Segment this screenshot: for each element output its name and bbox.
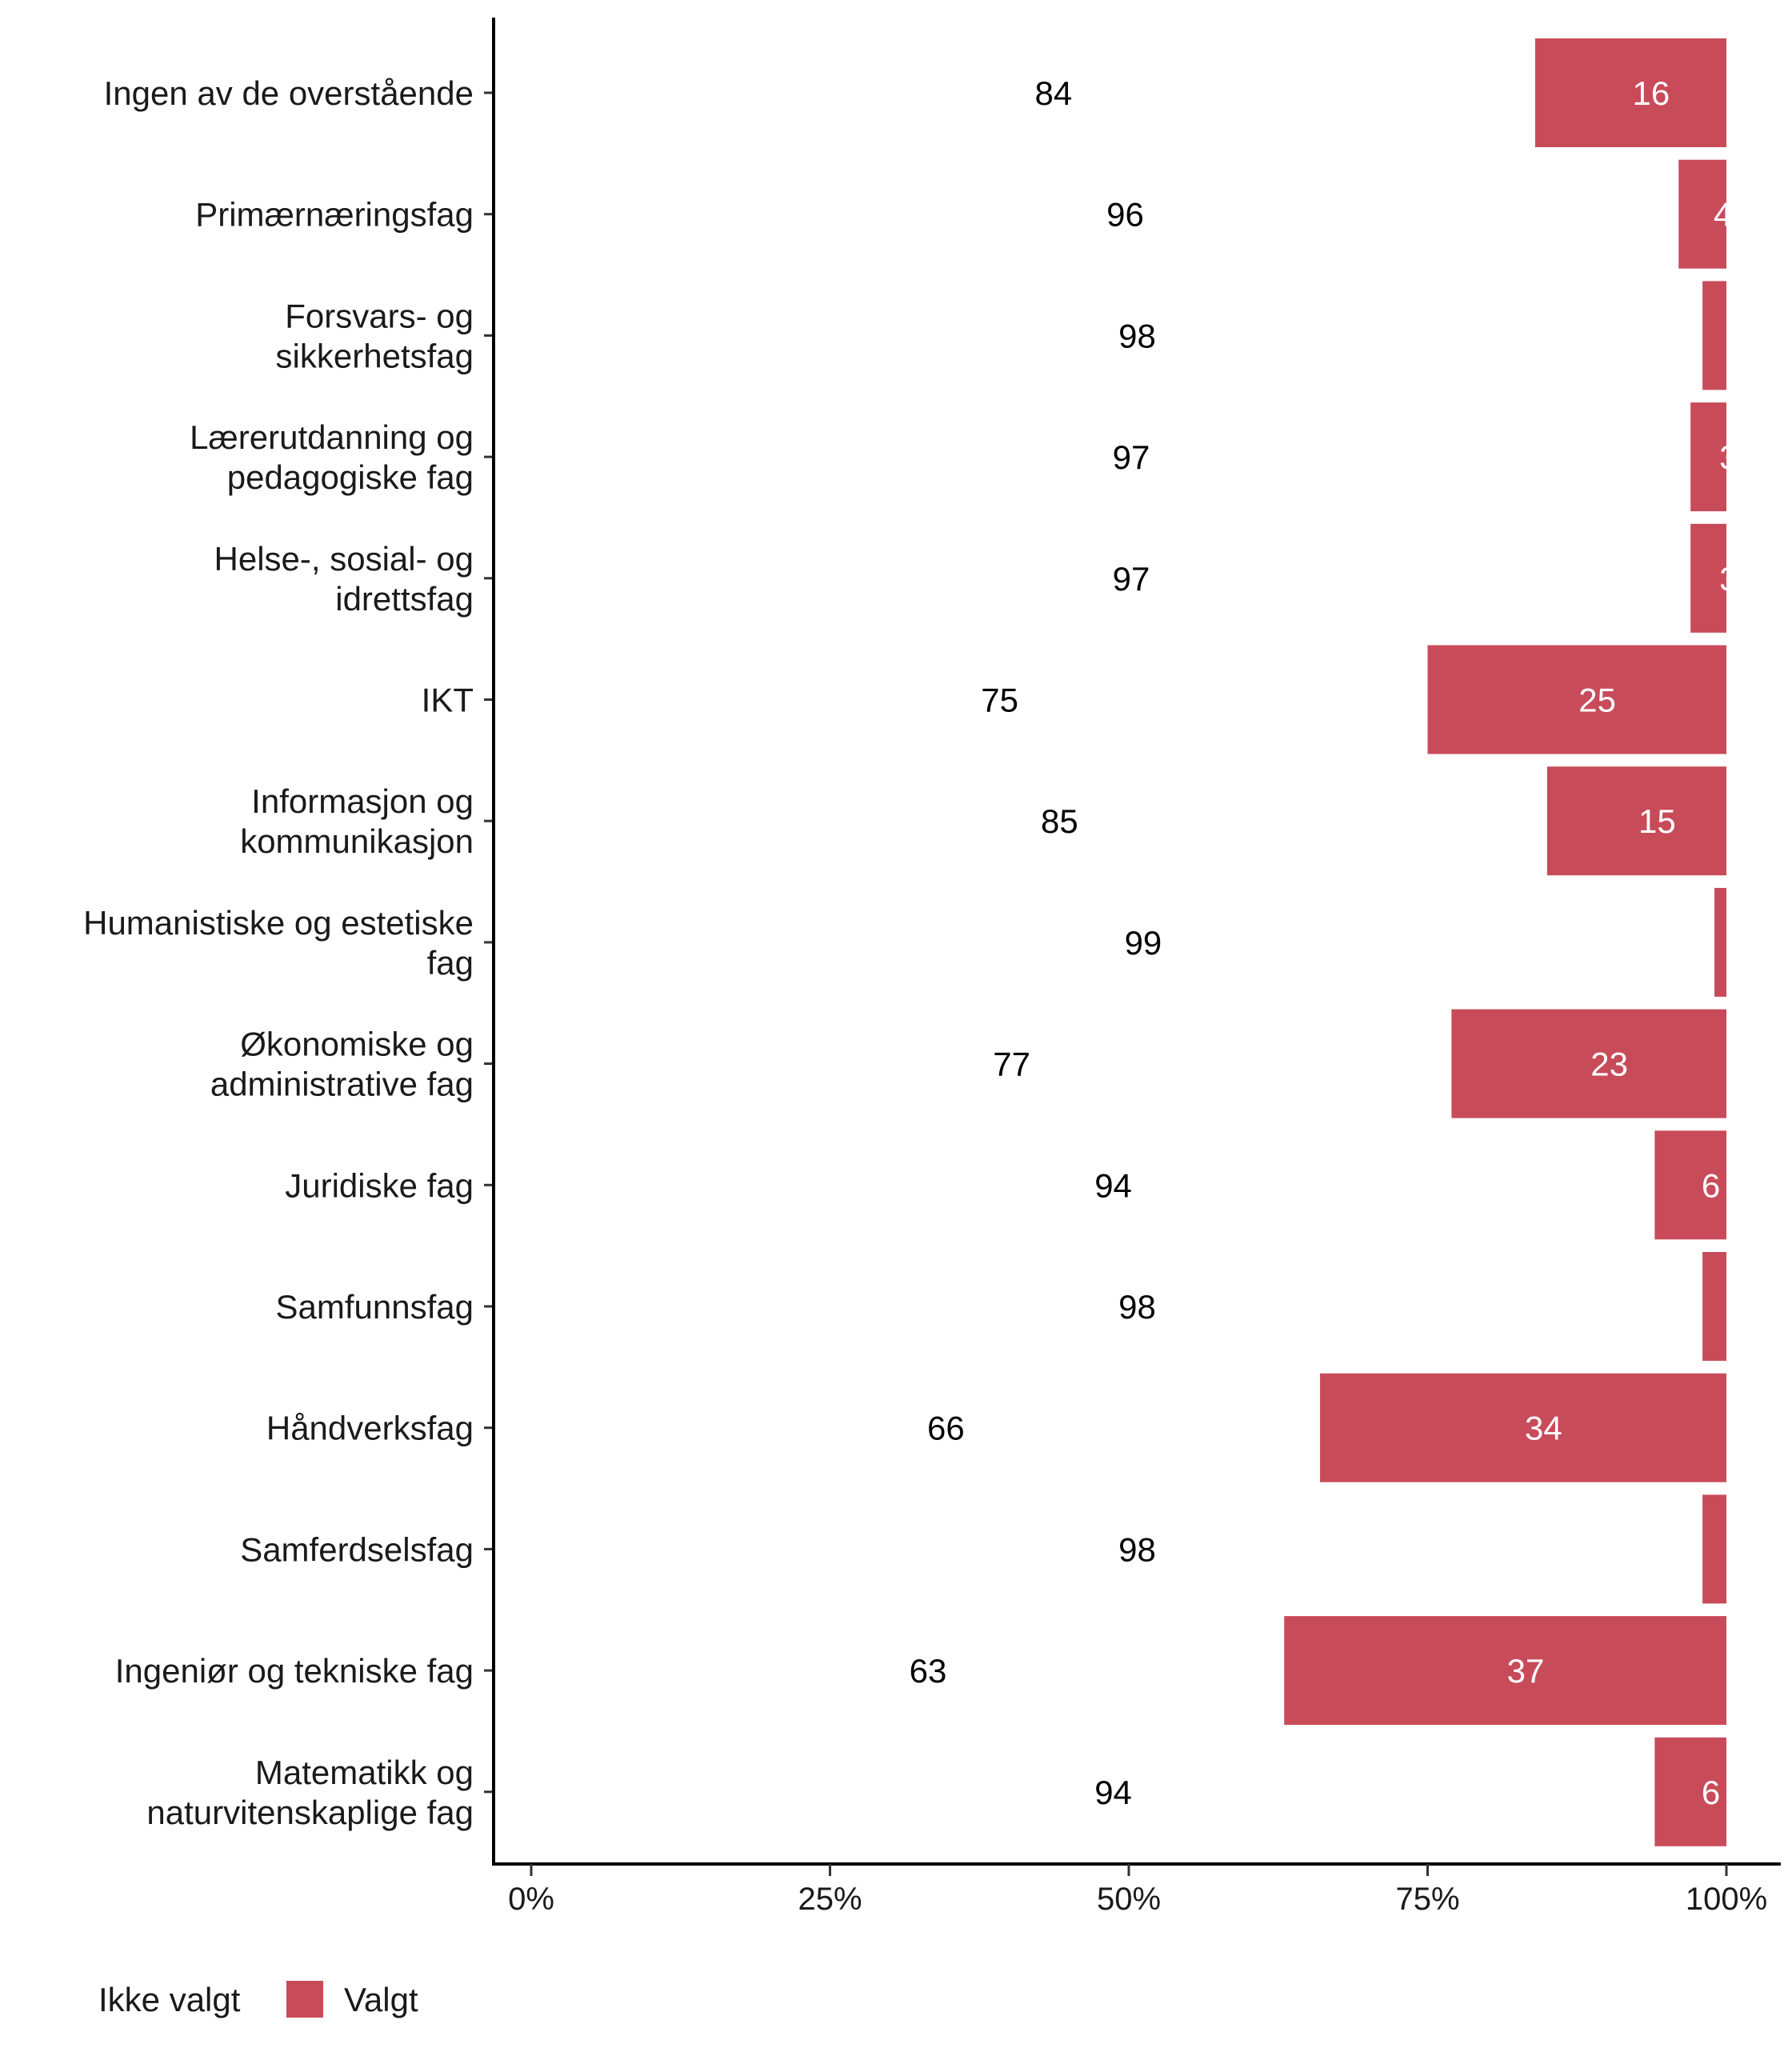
data-label: 3: [1719, 438, 1738, 476]
category-label: Humanistiske og estetiske: [83, 904, 474, 942]
bar-valgt: [1546, 766, 1726, 876]
category-label: Helse-, sosial- og: [214, 540, 474, 578]
data-label: 25: [1578, 682, 1616, 719]
data-label: 2: [1726, 1530, 1744, 1568]
data-label: 4: [1714, 196, 1732, 234]
data-label: 85: [1041, 802, 1078, 840]
data-label: 98: [1118, 1530, 1156, 1568]
category-label: kommunikasjon: [240, 822, 474, 860]
legend-label-ikke-valgt: Ikke valgt: [98, 1981, 241, 2018]
category-label: fag: [427, 944, 474, 982]
x-tick-label: 25%: [798, 1882, 862, 1917]
x-tick-label: 75%: [1395, 1882, 1459, 1917]
bar-valgt: [1320, 1373, 1726, 1482]
data-label: 6: [1702, 1166, 1720, 1204]
category-label: Informasjon og: [251, 782, 474, 820]
category-label: Juridiske fag: [285, 1166, 474, 1204]
data-label: 16: [1633, 74, 1670, 112]
data-label: 6: [1702, 1774, 1720, 1811]
data-label: 77: [993, 1046, 1030, 1083]
legend-swatch-valgt: [286, 1981, 323, 2018]
bar-valgt: [1702, 281, 1726, 390]
bar-valgt: [1702, 1252, 1726, 1361]
data-label: 97: [1113, 560, 1150, 598]
data-label: 94: [1094, 1774, 1132, 1811]
category-label: Håndverksfag: [266, 1410, 474, 1447]
category-label: sikkerhetsfag: [276, 337, 474, 374]
bar-valgt: [1678, 159, 1726, 269]
x-tick-label: 100%: [1686, 1882, 1767, 1917]
category-label: Samfunnsfag: [276, 1288, 474, 1326]
category-label: Matematikk og: [255, 1754, 474, 1791]
legend: Ikke valgt Valgt: [98, 1981, 418, 2018]
category-label: Lærerutdanning og: [190, 418, 474, 456]
category-label: Ingen av de overstående: [104, 74, 474, 112]
bar-valgt: [1702, 1494, 1726, 1604]
data-label: 1: [1731, 924, 1750, 962]
bar-valgt: [1714, 887, 1726, 997]
category-label: idrettsfag: [335, 580, 474, 618]
data-label: 2: [1726, 1288, 1744, 1326]
category-label: Samferdselsfag: [240, 1530, 474, 1568]
bars: [1284, 38, 1726, 1846]
bar-valgt: [1690, 402, 1726, 512]
category-label: pedagogiske fag: [227, 458, 474, 496]
bar-valgt: [1654, 1130, 1726, 1240]
category-label: naturvitenskaplige fag: [146, 1794, 474, 1831]
data-label: 66: [927, 1410, 965, 1447]
category-label: Økonomiske og: [240, 1026, 474, 1063]
bar-valgt: [1451, 1009, 1726, 1118]
category-label: IKT: [422, 682, 474, 719]
data-label: 98: [1118, 1288, 1156, 1326]
x-tick-label: 50%: [1097, 1882, 1161, 1917]
data-label: 75: [981, 682, 1018, 719]
bar-valgt: [1654, 1737, 1726, 1846]
x-axis-ticks: 0% 25% 50% 75% 100%: [508, 1864, 1767, 1917]
data-label: 3: [1719, 560, 1738, 598]
data-label: 37: [1507, 1652, 1545, 1690]
data-label: 15: [1638, 802, 1676, 840]
category-label: administrative fag: [210, 1066, 474, 1103]
bar-valgt: [1534, 38, 1726, 147]
data-label: 84: [1035, 74, 1073, 112]
data-label: 23: [1590, 1046, 1628, 1083]
bar-valgt: [1690, 523, 1726, 633]
y-axis-labels: Ingen av de overstående Primærnæringsfag F…: [83, 74, 494, 1831]
data-label: 94: [1094, 1166, 1132, 1204]
category-label: Primærnæringsfag: [195, 196, 474, 234]
data-label: 2: [1726, 317, 1744, 354]
category-label: Ingeniør og tekniske fag: [115, 1652, 474, 1690]
data-label: 97: [1113, 438, 1150, 476]
data-label: 96: [1106, 196, 1144, 234]
x-tick-label: 0%: [508, 1882, 554, 1917]
category-label: Forsvars- og: [285, 297, 474, 334]
legend-label-valgt: Valgt: [344, 1981, 418, 2018]
data-label: 34: [1525, 1410, 1562, 1447]
bar-valgt: [1284, 1616, 1726, 1726]
data-label: 99: [1125, 924, 1162, 962]
data-label: 98: [1118, 317, 1156, 354]
data-label: 63: [910, 1652, 947, 1690]
bar-valgt: [1427, 645, 1726, 754]
